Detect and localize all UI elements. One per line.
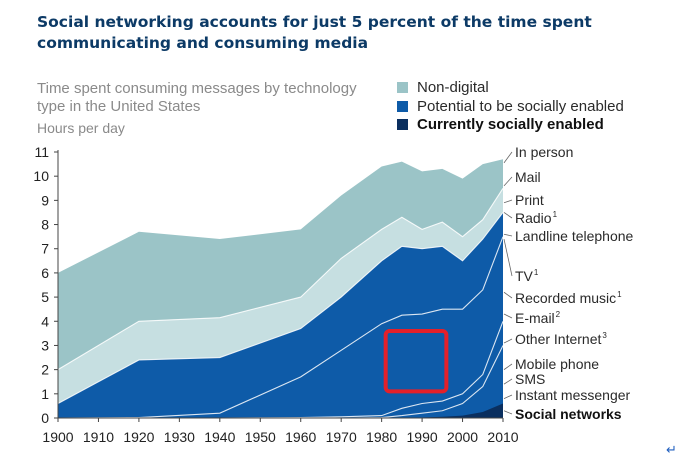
x-tick-label-1910: 1910 bbox=[83, 429, 114, 445]
y-tick-label-5: 5 bbox=[41, 289, 49, 305]
category-label-2: Print bbox=[515, 192, 544, 208]
x-tick-label-1960: 1960 bbox=[285, 429, 316, 445]
x-tick-label-2010: 2010 bbox=[487, 429, 518, 445]
category-footnote-3: 1 bbox=[553, 210, 558, 219]
x-tick-label-1930: 1930 bbox=[164, 429, 195, 445]
category-label-3: Radio1 bbox=[515, 210, 558, 226]
x-tick-label-1980: 1980 bbox=[366, 429, 397, 445]
category-leader-10 bbox=[503, 378, 513, 385]
legend-item-1: Potential to be socially enabled bbox=[397, 98, 624, 115]
category-footnote-8: 3 bbox=[602, 331, 607, 340]
x-tick-label-1990: 1990 bbox=[407, 429, 438, 445]
x-tick-label-1920: 1920 bbox=[123, 429, 154, 445]
category-leader-11 bbox=[503, 394, 513, 400]
category-label-7: E-mail2 bbox=[515, 310, 561, 326]
x-tick-label-1970: 1970 bbox=[326, 429, 357, 445]
legend-label-1: Potential to be socially enabled bbox=[417, 97, 624, 115]
legend-swatch-2 bbox=[397, 119, 408, 130]
return-mark: ↵ bbox=[666, 442, 677, 457]
y-tick-label-8: 8 bbox=[41, 217, 49, 233]
category-label-4: Landline telephone bbox=[515, 228, 634, 244]
category-leader-5 bbox=[503, 238, 513, 277]
category-footnote-7: 2 bbox=[556, 310, 561, 319]
y-axis-label: Hours per day bbox=[37, 120, 125, 136]
x-tick-label-1900: 1900 bbox=[42, 429, 73, 445]
area-non-digital bbox=[58, 159, 503, 370]
area-potential-socially-enabled bbox=[58, 212, 503, 418]
category-boundary-2 bbox=[57, 236, 504, 419]
category-label-5: TV1 bbox=[515, 268, 539, 284]
category-leader-3 bbox=[503, 212, 513, 219]
category-leader-12 bbox=[503, 410, 513, 415]
y-tick-label-11: 11 bbox=[34, 144, 49, 160]
legend-label-2: Currently socially enabled bbox=[417, 116, 604, 133]
legend-swatch-0 bbox=[397, 82, 408, 93]
category-boundary-1 bbox=[57, 212, 504, 404]
category-label-1: Mail bbox=[515, 169, 541, 185]
category-leader-9 bbox=[503, 363, 513, 370]
y-tick-label-3: 3 bbox=[41, 337, 49, 353]
y-tick-label-10: 10 bbox=[33, 168, 49, 184]
highlight-box bbox=[383, 328, 449, 394]
x-tick-label-2000: 2000 bbox=[447, 429, 478, 445]
category-footnote-6: 1 bbox=[617, 290, 622, 299]
category-boundary-0 bbox=[57, 187, 504, 371]
category-label-8: Other Internet3 bbox=[515, 331, 607, 347]
legend-item-2: Currently socially enabled bbox=[397, 116, 624, 133]
area-non-digital-light-band bbox=[58, 188, 503, 404]
category-label-11: Instant messenger bbox=[515, 387, 631, 403]
category-leader-1 bbox=[503, 176, 513, 187]
category-footnote-5: 1 bbox=[534, 268, 539, 277]
y-tick-label-2: 2 bbox=[41, 362, 49, 378]
category-label-10: SMS bbox=[515, 371, 545, 387]
legend-swatch-1 bbox=[397, 100, 408, 112]
category-label-12: Social networks bbox=[515, 406, 622, 422]
category-leader-8 bbox=[503, 338, 513, 344]
category-label-6: Recorded music1 bbox=[515, 290, 622, 306]
y-tick-label-9: 9 bbox=[41, 192, 49, 208]
chart-title: Social networking accounts for just 5 pe… bbox=[37, 13, 592, 52]
chart-subtitle: Time spent consuming messages by technol… bbox=[37, 80, 357, 115]
category-leader-7 bbox=[503, 313, 513, 319]
category-leader-0 bbox=[503, 151, 513, 164]
y-tick-label-1: 1 bbox=[41, 386, 49, 402]
y-tick-label-4: 4 bbox=[41, 313, 49, 329]
x-tick-label-1940: 1940 bbox=[204, 429, 235, 445]
category-leader-2 bbox=[503, 199, 513, 204]
category-label-0: In person bbox=[515, 144, 573, 160]
legend: Non-digital Potential to be socially enab… bbox=[397, 79, 624, 135]
legend-item-0: Non-digital bbox=[397, 79, 624, 96]
y-tick-label-0: 0 bbox=[41, 410, 49, 426]
x-tick-label-1950: 1950 bbox=[245, 429, 276, 445]
category-leader-6 bbox=[503, 291, 513, 299]
category-label-9: Mobile phone bbox=[515, 356, 599, 372]
y-tick-label-7: 7 bbox=[41, 241, 49, 257]
legend-label-0: Non-digital bbox=[417, 79, 489, 96]
category-leader-4 bbox=[503, 233, 513, 237]
area-currently-socially-enabled bbox=[58, 403, 503, 418]
y-tick-label-6: 6 bbox=[41, 265, 49, 281]
